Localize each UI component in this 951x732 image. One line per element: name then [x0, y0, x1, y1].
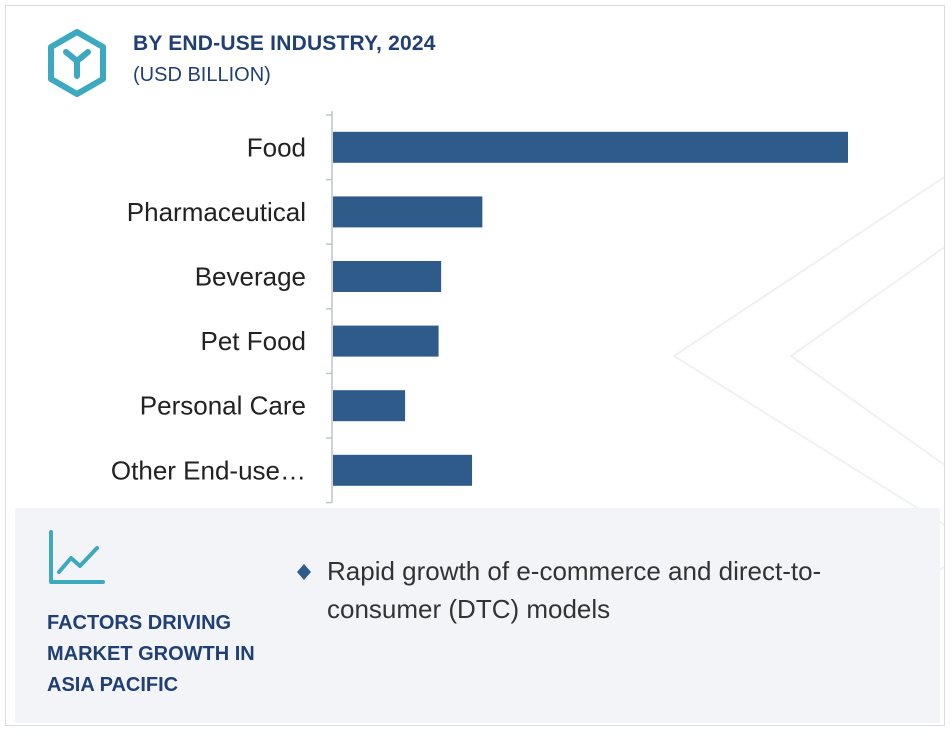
bar [333, 454, 473, 486]
factor-text: Rapid growth of e-commerce and direct-to… [327, 556, 822, 624]
bar [333, 261, 442, 292]
bar-chart: Food Pharmaceutical Beverage Pet Food Person… [111, 111, 848, 504]
category-label: Other End-use… [111, 455, 306, 485]
factors-panel: FACTORS DRIVING MARKET GROWTH IN ASIA PA… [15, 508, 940, 723]
category-label: Beverage [195, 262, 306, 292]
factors-title: FACTORS DRIVING MARKET GROWTH IN ASIA PA… [47, 612, 255, 696]
chart-title: BY END-USE INDUSTRY, 2024 [133, 32, 436, 55]
category-label: Pharmaceutical [127, 197, 306, 227]
chart-subtitle: (USD BILLION) [133, 64, 271, 86]
bar [333, 131, 848, 163]
bar [333, 390, 406, 422]
diamond-bullet-icon [297, 564, 311, 580]
bar [333, 196, 483, 228]
line-chart-icon [49, 530, 105, 584]
cube-y-logo-icon [48, 29, 106, 97]
category-label: Food [247, 132, 306, 162]
market-card: BY END-USE INDUSTRY, 2024 (USD BILLION) … [5, 5, 945, 726]
category-label: Pet Food [200, 326, 306, 356]
bar [333, 325, 439, 357]
category-label: Personal Care [140, 391, 306, 421]
factor-item: Rapid growth of e-commerce and direct-to… [297, 552, 897, 628]
